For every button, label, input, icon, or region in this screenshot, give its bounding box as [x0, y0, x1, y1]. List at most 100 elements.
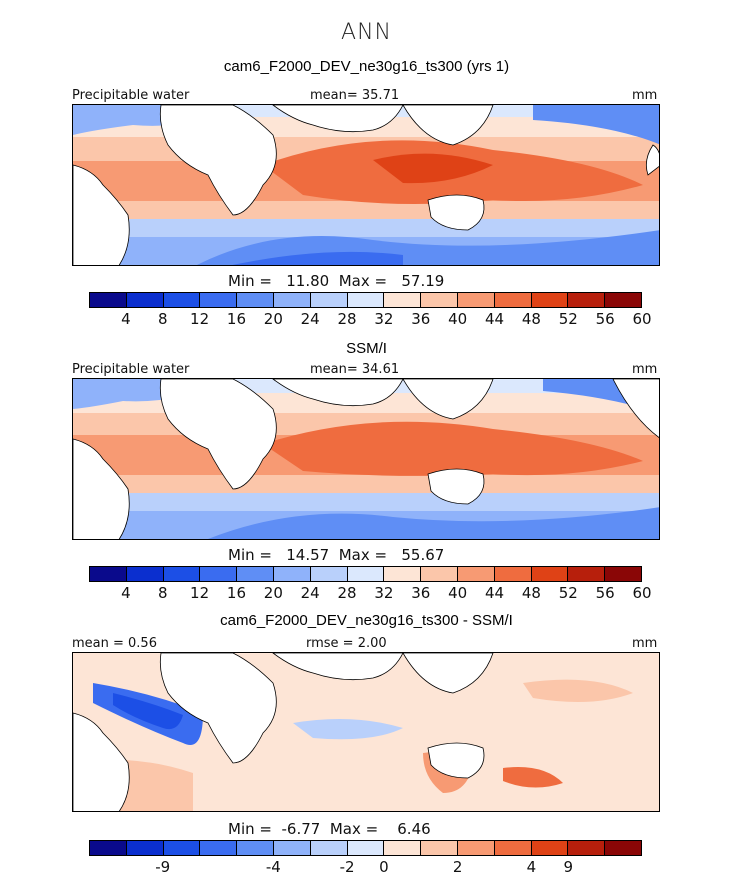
colorbar-tick-label: 16: [226, 584, 246, 602]
colorbar-swatch: [200, 841, 238, 855]
panel1-variable-label: Precipitable water: [72, 88, 190, 103]
panel2-title: SSM/I: [346, 340, 387, 357]
panel1-map-svg: [73, 105, 659, 265]
panel3-map-svg: [73, 653, 659, 811]
colorbar-tick-label: -9: [155, 858, 171, 876]
colorbar-tick-label: 4: [121, 584, 131, 602]
colorbar-swatch: [531, 293, 569, 307]
colorbar-swatch: [200, 567, 238, 581]
colorbar-tick-label: 28: [337, 310, 357, 328]
colorbar-swatch: [90, 293, 127, 307]
colorbar-swatch: [531, 567, 569, 581]
colorbar-tick-label: -4: [265, 858, 281, 876]
colorbar-swatch: [163, 567, 201, 581]
colorbar-tick-label: 8: [157, 584, 168, 602]
season-title: ANN: [341, 20, 392, 45]
panel1-units-label: mm: [632, 88, 658, 103]
panel1-colorbar-ticks: 4 8 12 16 20 24 28 32 36 40 44 48 52 56 60: [89, 310, 651, 328]
panel1-mean-label: mean= 35.71: [310, 88, 400, 103]
panel3-rmse-label: rmse = 2.00: [306, 636, 387, 651]
colorbar-swatch: [347, 293, 385, 307]
colorbar-swatch: [237, 841, 274, 855]
colorbar-tick-label: 32: [374, 310, 394, 328]
panel1-map: [72, 104, 660, 266]
colorbar-tick-label: 36: [411, 310, 431, 328]
colorbar-swatch: [457, 841, 495, 855]
colorbar-swatch: [310, 293, 348, 307]
colorbar-swatch: [605, 841, 641, 855]
colorbar-swatch: [347, 567, 385, 581]
colorbar-tick-label: 0: [379, 858, 389, 876]
panel3-mean-label: mean = 0.56: [72, 636, 157, 651]
colorbar-tick-label: 40: [448, 310, 468, 328]
colorbar-tick-label: -2: [339, 858, 355, 876]
colorbar-swatch: [126, 841, 164, 855]
panel3-map: [72, 652, 660, 812]
panel2-min-max: Min = 14.57 Max = 55.67: [228, 546, 445, 564]
colorbar-swatch: [163, 841, 201, 855]
colorbar-swatch: [273, 567, 311, 581]
colorbar-tick-label: 52: [558, 310, 578, 328]
colorbar-swatch: [421, 293, 458, 307]
panel3-title: cam6_F2000_DEV_ne30g16_ts300 - SSM/I: [220, 612, 513, 629]
colorbar-swatch: [421, 841, 458, 855]
colorbar-tick-label: 4: [121, 310, 131, 328]
colorbar-swatch: [310, 841, 348, 855]
colorbar-swatch: [384, 841, 422, 855]
colorbar-tick-label: 56: [595, 310, 615, 328]
panel2-colorbar-ticks: 4 8 12 16 20 24 28 32 36 40 44 48 52 56 60: [89, 584, 651, 602]
colorbar-swatch: [494, 841, 532, 855]
colorbar-tick-label: 20: [263, 584, 283, 602]
colorbar-swatch: [200, 293, 238, 307]
colorbar-tick-label: 36: [411, 584, 431, 602]
colorbar-swatch: [568, 841, 606, 855]
panel3-colorbar: [89, 840, 642, 856]
colorbar-swatch: [90, 567, 127, 581]
panel2-variable-label: Precipitable water: [72, 362, 190, 377]
panel2-mean-label: mean= 34.61: [310, 362, 400, 377]
colorbar-tick-label: 44: [484, 584, 505, 602]
colorbar-swatch: [126, 567, 164, 581]
colorbar-tick-label: 16: [226, 310, 246, 328]
panel3-min-max: Min = -6.77 Max = 6.46: [228, 820, 431, 838]
colorbar-tick-label: 24: [300, 584, 320, 602]
colorbar-tick-label: 52: [558, 584, 578, 602]
panel2-map: [72, 378, 660, 540]
panel2-colorbar: [89, 566, 642, 582]
colorbar-swatch: [384, 567, 422, 581]
colorbar-swatch: [163, 293, 201, 307]
colorbar-swatch: [531, 841, 569, 855]
colorbar-tick-label: 9: [563, 858, 574, 876]
colorbar-swatch: [457, 293, 495, 307]
colorbar-tick-label: 44: [484, 310, 505, 328]
colorbar-tick-label: 2: [452, 858, 463, 876]
colorbar-tick-label: 12: [190, 310, 210, 328]
colorbar-tick-label: 4: [526, 858, 537, 876]
colorbar-swatch: [494, 293, 532, 307]
colorbar-tick-label: 28: [337, 584, 357, 602]
colorbar-swatch: [568, 293, 606, 307]
colorbar-swatch: [273, 841, 311, 855]
panel3-units-label: mm: [632, 636, 658, 651]
panel1-colorbar: [89, 292, 642, 308]
colorbar-swatch: [237, 293, 274, 307]
colorbar-swatch: [605, 293, 641, 307]
colorbar-tick-label: 12: [190, 584, 210, 602]
panel2-map-svg: [73, 379, 659, 539]
colorbar-tick-label: 56: [595, 584, 615, 602]
colorbar-swatch: [347, 841, 385, 855]
colorbar-swatch: [126, 293, 164, 307]
colorbar-tick-label: 8: [157, 310, 168, 328]
colorbar-tick-label: 24: [300, 310, 320, 328]
panel1-min-max: Min = 11.80 Max = 57.19: [228, 272, 445, 290]
colorbar-tick-label: 40: [448, 584, 468, 602]
colorbar-tick-label: 32: [374, 584, 394, 602]
colorbar-swatch: [384, 293, 422, 307]
colorbar-swatch: [494, 567, 532, 581]
colorbar-tick-label: 48: [521, 310, 541, 328]
colorbar-swatch: [90, 841, 127, 855]
colorbar-swatch: [421, 567, 458, 581]
colorbar-swatch: [568, 567, 606, 581]
colorbar-swatch: [237, 567, 274, 581]
colorbar-swatch: [457, 567, 495, 581]
